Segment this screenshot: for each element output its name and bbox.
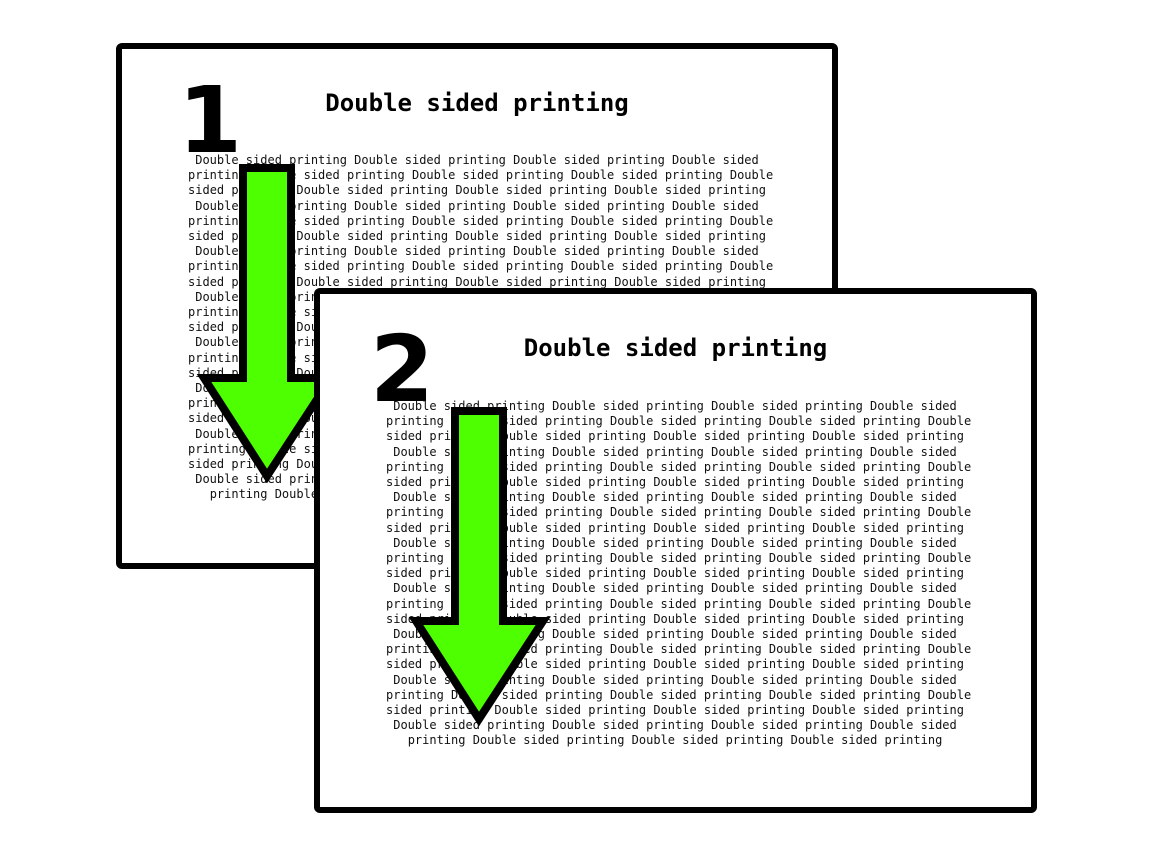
body-line: sided printing Double sided printing Dou… [386, 566, 964, 581]
body-line: Double sided printing Double sided print… [393, 444, 957, 459]
body-line: sided printing Double sided printing Dou… [386, 703, 964, 718]
body-line: printing Double sided printing Double si… [386, 642, 972, 657]
body-line: Double sided printing Double sided print… [393, 490, 957, 505]
body-line: printing Double sided printing Double si… [386, 459, 972, 474]
page-2-body-text: Double sided printing Double sided print… [386, 399, 972, 749]
body-line: sided printing Double sided printing Dou… [386, 475, 964, 490]
body-line: printing Double sided printing Double si… [386, 551, 972, 566]
body-line: Double sided printing Double sided print… [393, 581, 957, 596]
page-1-title: Double sided printing [325, 89, 629, 117]
body-line: printing Double sided printing Double si… [188, 168, 774, 183]
page-number-2: 2 [370, 316, 435, 423]
body-line: sided printing Double sided printing Dou… [386, 657, 964, 672]
body-line: Double sided printing Double sided print… [195, 153, 759, 167]
body-line: sided printing Double sided printing Dou… [386, 520, 964, 535]
page-2-title: Double sided printing [523, 334, 828, 362]
down-arrow-icon-page-1 [196, 164, 339, 484]
body-line: Double sided printing Double sided print… [393, 718, 957, 733]
body-line: sided printing Double sided printing Dou… [188, 274, 766, 289]
body-line: printing Double sided printing Double si… [386, 687, 972, 702]
body-line: Double sided printing Double sided print… [195, 244, 759, 259]
down-arrow-icon-page-2 [408, 407, 551, 727]
page-2: 2 Double sided printing Double sided pri… [314, 288, 1037, 813]
body-line: Double sided printing Double sided print… [393, 399, 957, 413]
body-line: printing Double sided printing Double si… [386, 505, 972, 520]
body-line: printing Double sided printing Double si… [386, 596, 972, 611]
body-line: printing Double sided printing Double si… [407, 733, 943, 748]
body-line: printing Double sided printing Double si… [386, 414, 972, 429]
body-line: sided printing Double sided printing Dou… [188, 183, 766, 198]
body-line: sided printing Double sided printing Dou… [386, 429, 964, 444]
body-line: Double sided printing Double sided print… [393, 672, 957, 687]
body-line: Double sided printing Double sided print… [195, 198, 759, 213]
body-line: printing Double sided printing Double si… [188, 259, 774, 274]
body-line: printing Double sided printing Double si… [188, 213, 774, 228]
page-number-1: 1 [178, 67, 243, 174]
body-line: Double sided printing Double sided print… [393, 535, 957, 550]
body-line: sided printing Double sided printing Dou… [188, 229, 766, 244]
